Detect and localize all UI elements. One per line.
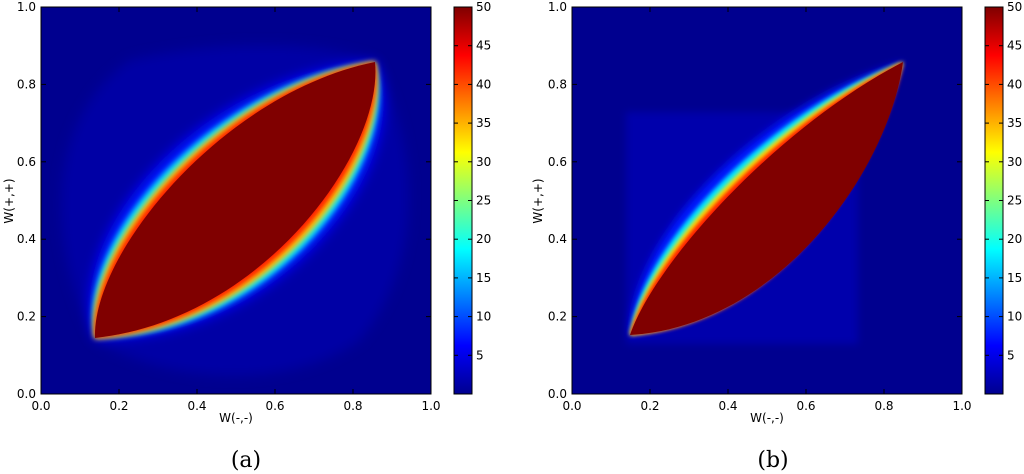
heatmap-a-core [94, 62, 376, 338]
colorbar-tick-label: 50 [476, 0, 491, 14]
y-tick-label: 1.0 [17, 0, 36, 14]
y-ticks-a: 0.0 0.2 0.4 0.6 0.8 1.0 [17, 0, 431, 401]
x-axis-label-b: W(-,-) [750, 411, 784, 425]
colorbar-tick-label: 50 [1007, 0, 1022, 14]
colorbar-ticks-b: 5 10 15 20 25 30 35 40 45 50 [985, 0, 1022, 362]
colorbar-tick-label: 35 [1007, 116, 1022, 130]
x-tick-label: 0.4 [718, 399, 737, 413]
colorbar-tick-label: 30 [1007, 155, 1022, 169]
colorbar-tick-label: 20 [476, 232, 491, 246]
colorbar-tick-label: 40 [1007, 77, 1022, 91]
x-tick-label: 0.4 [187, 399, 206, 413]
panel-a: 0.0 0.2 0.4 0.6 0.8 1.0 0.0 0.2 0.4 0.6 0.8 1.0 W(… [2, 0, 491, 473]
heatmap-b [572, 7, 962, 394]
y-tick-label: 1.0 [548, 0, 567, 14]
x-axis-label-a: W(-,-) [219, 411, 253, 425]
colorbar-ticks-a: 5 10 15 20 25 30 35 40 45 50 [454, 0, 491, 362]
colorbar-tick-label: 15 [476, 271, 491, 285]
y-tick-label: 0.8 [548, 77, 567, 91]
colorbar-tick-label: 10 [476, 310, 491, 324]
heatmap-a [41, 7, 431, 394]
colorbar-tick-label: 5 [1007, 348, 1015, 362]
y-axis-label-a: W(+,+) [2, 178, 16, 223]
x-tick-label: 0.0 [562, 399, 581, 413]
colorbar-tick-label: 20 [1007, 232, 1022, 246]
colorbar-tick-label: 40 [476, 77, 491, 91]
colorbar-tick-label: 30 [476, 155, 491, 169]
y-ticks-b: 0.0 0.2 0.4 0.6 0.8 1.0 [548, 0, 962, 401]
caption-a: (a) [231, 448, 261, 473]
x-tick-label: 1.0 [952, 399, 971, 413]
x-tick-label: 0.8 [874, 399, 893, 413]
heatmap-b-core [630, 62, 903, 335]
y-tick-label: 0.4 [548, 232, 567, 246]
colorbar-tick-label: 35 [476, 116, 491, 130]
colorbar-tick-label: 25 [1007, 194, 1022, 208]
y-tick-label: 0.0 [17, 387, 36, 401]
x-ticks-b: 0.0 0.2 0.4 0.6 0.8 1.0 [562, 7, 972, 413]
colorbar-tick-label: 25 [476, 194, 491, 208]
x-tick-label: 0.6 [796, 399, 815, 413]
colorbar-tick-label: 45 [1007, 39, 1022, 53]
colorbar-tick-label: 45 [476, 39, 491, 53]
x-tick-label: 1.0 [421, 399, 440, 413]
x-tick-label: 0.0 [31, 399, 50, 413]
colorbar-tick-label: 10 [1007, 310, 1022, 324]
colorbar-tick-label: 5 [476, 348, 484, 362]
x-tick-label: 0.2 [640, 399, 659, 413]
colorbar-tick-label: 15 [1007, 271, 1022, 285]
y-tick-label: 0.4 [17, 232, 36, 246]
x-ticks-a: 0.0 0.2 0.4 0.6 0.8 1.0 [31, 7, 441, 413]
y-tick-label: 0.2 [17, 310, 36, 324]
y-tick-label: 0.8 [17, 77, 36, 91]
x-tick-label: 0.8 [343, 399, 362, 413]
y-tick-label: 0.6 [548, 155, 567, 169]
caption-b: (b) [757, 448, 788, 473]
y-tick-label: 0.0 [548, 387, 567, 401]
x-tick-label: 0.6 [265, 399, 284, 413]
panel-b: 0.0 0.2 0.4 0.6 0.8 1.0 0.0 0.2 0.4 0.6 0.8 1.0 W(… [531, 0, 1022, 473]
plot-frame-b [571, 6, 963, 395]
y-tick-label: 0.2 [548, 310, 567, 324]
y-tick-label: 0.6 [17, 155, 36, 169]
x-tick-label: 0.2 [109, 399, 128, 413]
plot-frame-a [40, 6, 432, 395]
y-axis-label-b: W(+,+) [531, 178, 545, 223]
